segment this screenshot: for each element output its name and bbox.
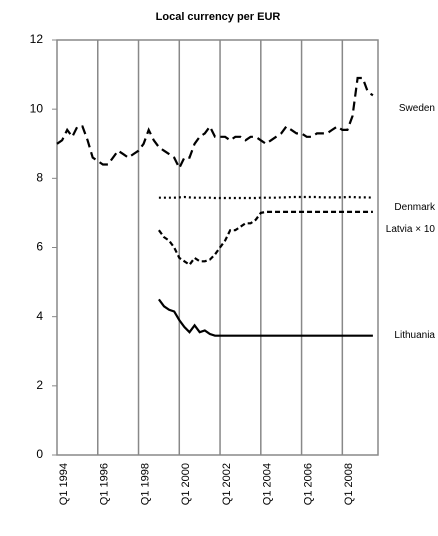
x-tick-label: Q1 2004 [262, 463, 274, 505]
x-tick-label: Q1 2006 [302, 463, 314, 505]
x-tick-label: Q1 1996 [99, 463, 111, 505]
y-tick-label: 6 [36, 240, 43, 254]
series-line [158, 298, 373, 337]
series-line [56, 76, 374, 171]
y-tick-label: 8 [36, 171, 43, 185]
y-tick-label: 4 [36, 309, 43, 323]
x-tick-label: Q1 1994 [58, 463, 70, 505]
series-line [158, 195, 373, 200]
plot-frame [56, 39, 379, 456]
y-tick-label: 2 [36, 378, 43, 392]
x-tick-label: Q1 1998 [139, 463, 151, 505]
x-tick-label: Q1 2008 [343, 463, 355, 505]
chart-title: Local currency per EUR [156, 11, 281, 23]
series-label: Latvia × 10 [385, 223, 435, 235]
series-line [158, 210, 373, 267]
y-tick-label: 0 [36, 447, 43, 461]
y-tick-label: 10 [30, 101, 44, 115]
x-tick-label: Q1 2000 [180, 463, 192, 505]
series-label: Lithuania [394, 329, 435, 341]
series-label: Denmark [394, 201, 435, 213]
series-label: Sweden [398, 103, 435, 115]
x-tick-label: Q1 2002 [221, 463, 233, 505]
y-tick-label: 12 [30, 32, 44, 46]
